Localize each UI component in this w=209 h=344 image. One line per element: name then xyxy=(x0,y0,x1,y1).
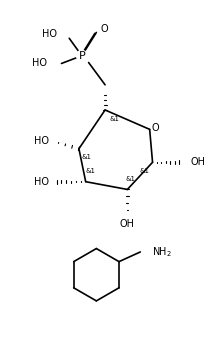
Text: O: O xyxy=(152,123,159,133)
Text: HO: HO xyxy=(34,177,49,187)
Text: &1: &1 xyxy=(125,176,135,182)
Text: HO: HO xyxy=(34,136,49,146)
Text: &1: &1 xyxy=(82,154,92,160)
Text: O: O xyxy=(100,24,108,34)
Text: HO: HO xyxy=(42,29,57,40)
Text: OH: OH xyxy=(190,157,205,167)
Text: HO: HO xyxy=(32,58,47,68)
Text: NH$_2$: NH$_2$ xyxy=(152,245,172,259)
Text: P: P xyxy=(78,51,85,61)
Circle shape xyxy=(76,50,87,61)
Text: &1: &1 xyxy=(110,116,120,122)
Text: OH: OH xyxy=(120,219,135,229)
Text: &1: &1 xyxy=(85,168,96,174)
Text: &1: &1 xyxy=(140,168,150,174)
